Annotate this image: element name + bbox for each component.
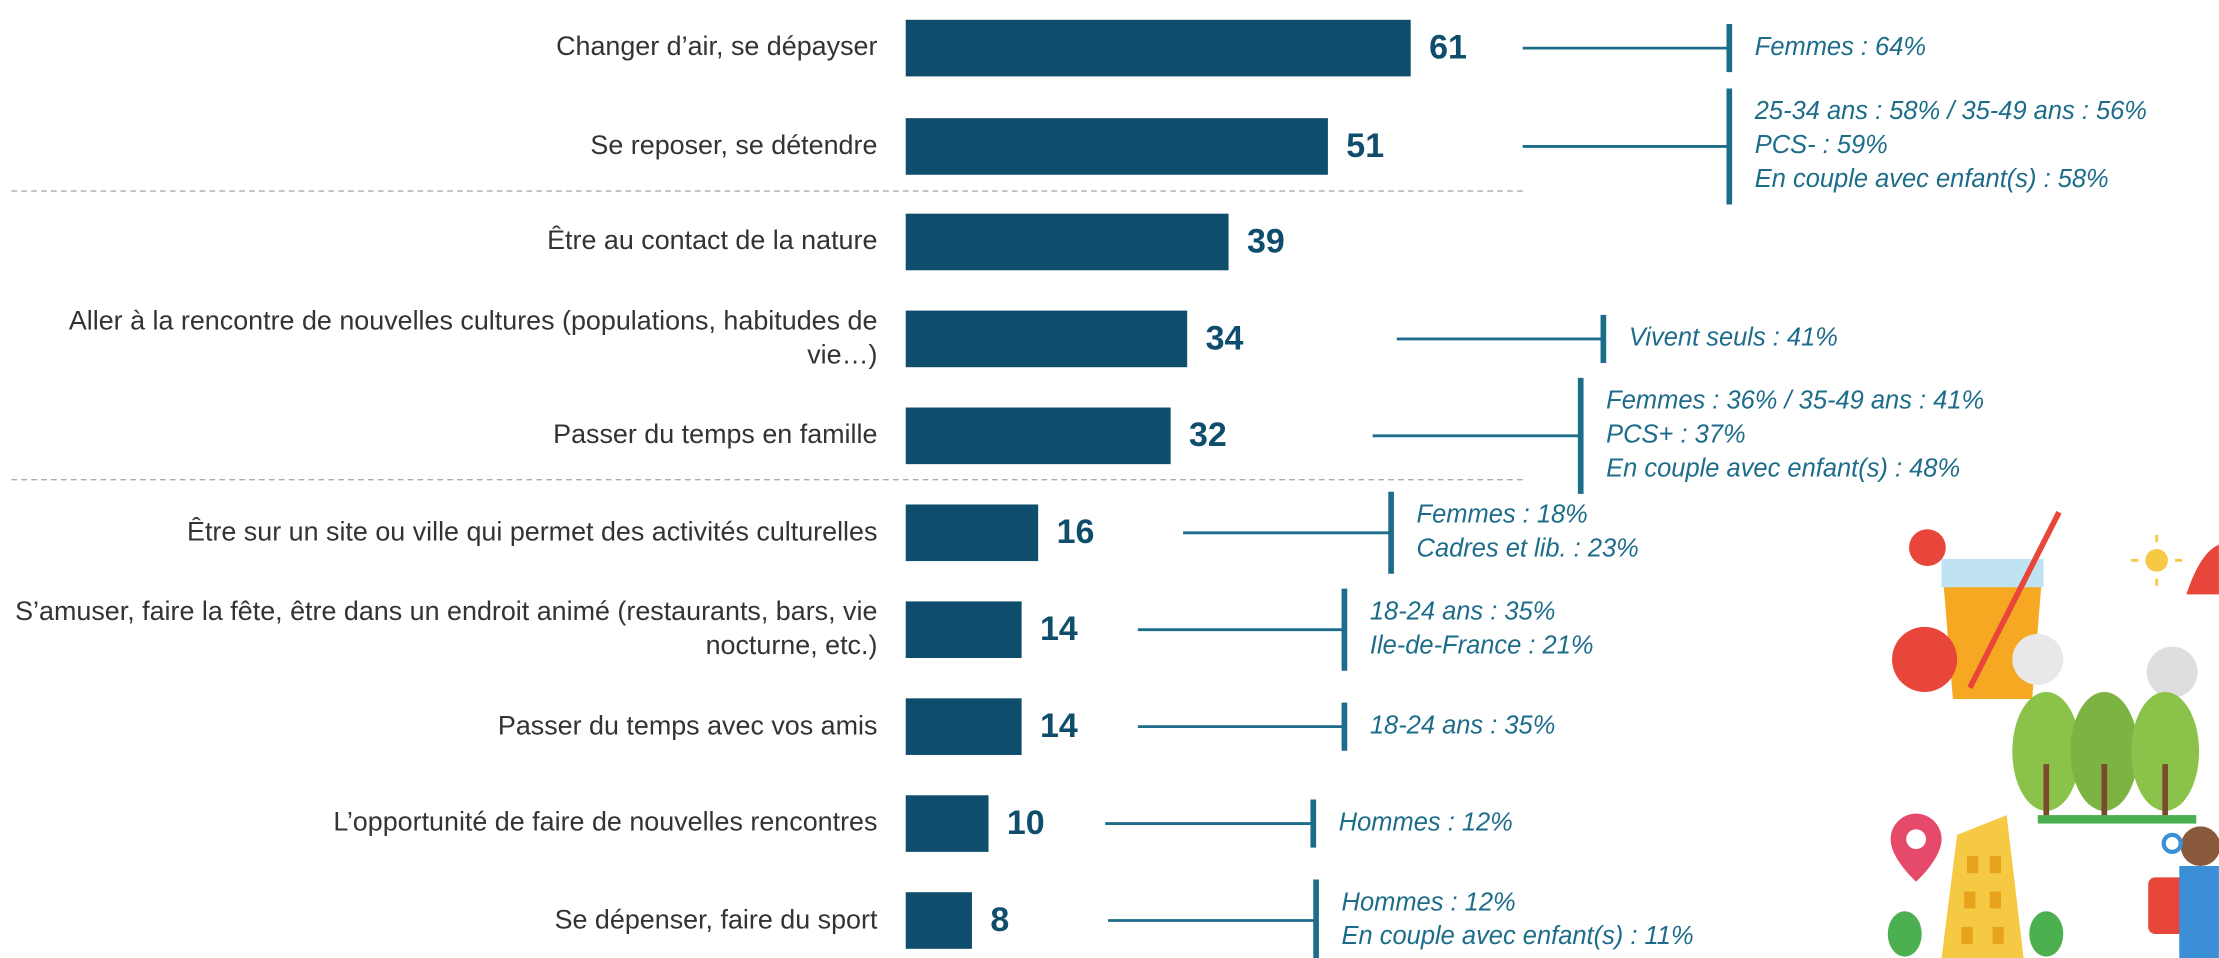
category-label: Changer d’air, se dépayser bbox=[556, 32, 878, 63]
bar bbox=[905, 601, 1022, 659]
bar bbox=[905, 213, 1229, 271]
bar bbox=[905, 118, 1328, 175]
annotation-text: En couple avec enfant(s) : 48% bbox=[1606, 455, 1960, 483]
annotation-text: Ile-de-France : 21% bbox=[1370, 631, 1594, 659]
category-wrap: Changer d’air, se dépayser bbox=[14, 11, 877, 85]
category-wrap: Passer du temps en famille bbox=[14, 399, 877, 473]
category-label-box: Aller à la rencontre de nouvelles cultur… bbox=[14, 302, 878, 376]
annotation-text: Cadres et lib. : 23% bbox=[1417, 534, 1639, 562]
category-wrap: L’opportunité de faire de nouvelles renc… bbox=[14, 787, 877, 861]
category-wrap: Être sur un site ou ville qui permet des… bbox=[14, 496, 877, 570]
category-wrap: Passer du temps avec vos amis bbox=[14, 690, 878, 764]
bar bbox=[905, 504, 1039, 562]
category-label-box: Se dépenser, faire du sport bbox=[14, 884, 878, 958]
annotation-text: 25-34 ans : 58% / 35-49 ans : 56% bbox=[1754, 97, 2147, 125]
annotation-text: Hommes : 12% bbox=[1339, 808, 1513, 836]
bar bbox=[905, 892, 972, 949]
bar bbox=[905, 407, 1171, 465]
value-label: 14 bbox=[1040, 707, 1078, 745]
annotation-text: 18-24 ans : 35% bbox=[1370, 711, 1555, 739]
category-label: S’amuser, faire la fête, être dans un en… bbox=[15, 597, 878, 661]
value-label: 8 bbox=[990, 901, 1009, 939]
category-wrap: Se dépenser, faire du sport bbox=[14, 884, 878, 958]
annotation-text: En couple avec enfant(s) : 58% bbox=[1755, 165, 2109, 193]
annotation-text: 18-24 ans : 35% bbox=[1370, 597, 1555, 625]
category-label-box: Passer du temps avec vos amis bbox=[14, 690, 878, 764]
illustration bbox=[1887, 510, 2219, 958]
annotation-text: Femmes : 18% bbox=[1417, 501, 1588, 529]
bar bbox=[905, 698, 1022, 755]
category-label-box: Être sur un site ou ville qui permet des… bbox=[14, 496, 877, 570]
category-label-box: Changer d’air, se dépayser bbox=[14, 11, 877, 85]
value-label: 32 bbox=[1189, 416, 1227, 454]
value-label: 51 bbox=[1346, 127, 1384, 165]
category-label: Passer du temps en famille bbox=[553, 420, 878, 450]
value-label: 39 bbox=[1247, 222, 1285, 260]
value-label: 34 bbox=[1206, 319, 1244, 357]
annotation-text: Femmes : 36% / 35-49 ans : 41% bbox=[1606, 387, 1984, 415]
bar bbox=[905, 310, 1188, 368]
category-label: Se reposer, se détendre bbox=[590, 130, 878, 161]
annotation-text: Hommes : 12% bbox=[1342, 888, 1516, 916]
annotation-text: En couple avec enfant(s) : 11% bbox=[1342, 922, 1694, 950]
category-label: L’opportunité de faire de nouvelles renc… bbox=[333, 808, 878, 838]
annotation-text: PCS+ : 37% bbox=[1606, 421, 1745, 449]
value-label: 16 bbox=[1057, 513, 1095, 551]
bar bbox=[905, 19, 1411, 77]
value-label: 14 bbox=[1040, 610, 1078, 648]
category-wrap: Aller à la rencontre de nouvelles cultur… bbox=[14, 302, 878, 376]
category-label-box: L’opportunité de faire de nouvelles renc… bbox=[14, 787, 877, 861]
category-label: Passer du temps avec vos amis bbox=[497, 711, 878, 741]
annotation-text: Vivent seuls : 41% bbox=[1629, 324, 1838, 352]
annotation-text: Femmes : 64% bbox=[1755, 33, 1926, 61]
value-label: 10 bbox=[1007, 804, 1045, 842]
annotation-text: PCS- : 59% bbox=[1755, 131, 1888, 159]
bar bbox=[905, 795, 989, 852]
category-label-box: S’amuser, faire la fête, être dans un en… bbox=[14, 593, 877, 667]
value-label: 61 bbox=[1429, 28, 1467, 66]
category-label: Être sur un site ou ville qui permet des… bbox=[187, 517, 878, 547]
category-label: Se dépenser, faire du sport bbox=[554, 904, 878, 935]
category-label: Être au contact de la nature bbox=[547, 226, 878, 257]
category-label-box: Se reposer, se détendre bbox=[14, 110, 877, 184]
category-wrap: S’amuser, faire la fête, être dans un en… bbox=[14, 593, 877, 667]
category-label-box: Être au contact de la nature bbox=[14, 205, 877, 279]
category-wrap: Être au contact de la nature bbox=[14, 205, 877, 279]
category-label: Aller à la rencontre de nouvelles cultur… bbox=[68, 306, 878, 371]
category-label-box: Passer du temps en famille bbox=[14, 399, 877, 473]
category-wrap: Se reposer, se détendre bbox=[14, 110, 877, 184]
